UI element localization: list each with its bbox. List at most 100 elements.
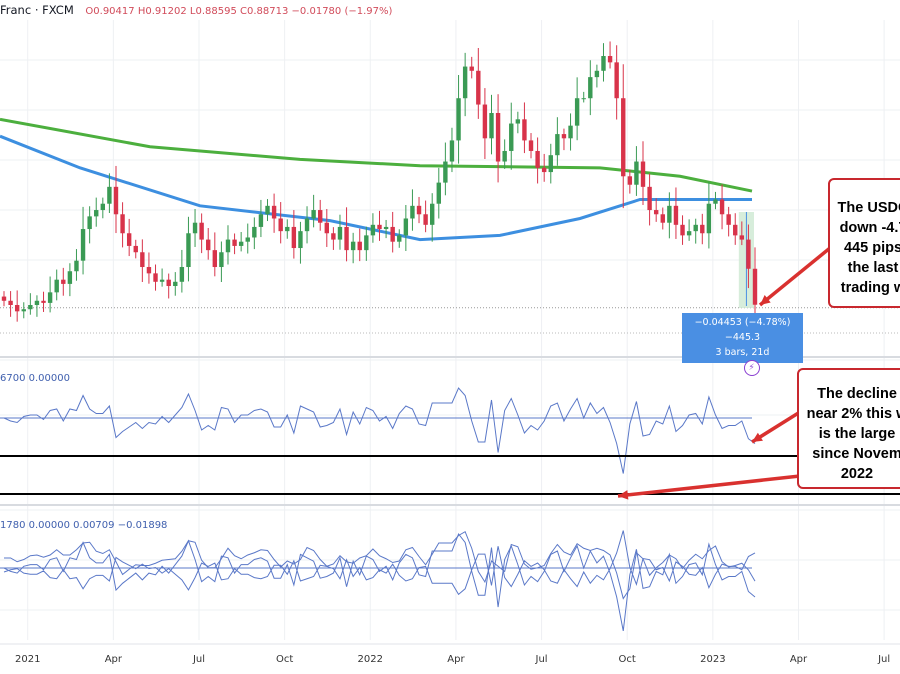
candle-body xyxy=(159,279,165,282)
candle-body xyxy=(47,292,53,303)
candle-body xyxy=(502,150,507,162)
candle-body xyxy=(238,241,244,246)
panel1-title: 6700 0.00000 xyxy=(0,373,70,384)
candle-body xyxy=(495,112,501,162)
candle-body xyxy=(430,203,435,225)
annotation-arrow-november xyxy=(617,474,801,498)
candle-body xyxy=(489,112,494,139)
candle-body xyxy=(522,119,527,141)
panel2-line-a xyxy=(3,532,756,631)
x-tick-label: 2023 xyxy=(700,654,725,665)
candle-body xyxy=(133,245,138,253)
open-value: O0.90417 xyxy=(85,6,135,17)
candle-body xyxy=(555,134,560,156)
candle-body xyxy=(245,237,250,242)
candle-body xyxy=(291,226,297,249)
candle-body xyxy=(410,205,415,219)
measure-change: −0.04453 (−4.78%) −445.3 xyxy=(694,317,791,343)
candle-body xyxy=(80,229,86,261)
candle-body xyxy=(232,239,237,246)
candle-body xyxy=(357,241,362,251)
candle-body xyxy=(390,226,395,242)
ma-short-line xyxy=(0,134,752,242)
lightning-icon[interactable]: ⚡ xyxy=(743,360,760,376)
candle-body xyxy=(324,222,329,234)
candle-body xyxy=(364,235,369,251)
x-tick-label: Oct xyxy=(619,654,636,665)
x-tick-label: 2022 xyxy=(358,654,383,665)
candle-body xyxy=(719,199,725,215)
candle-body xyxy=(94,210,99,217)
candle-body xyxy=(120,214,125,234)
candle-body xyxy=(370,224,376,236)
candle-body xyxy=(21,309,26,312)
candle-body xyxy=(614,62,619,99)
candle-body xyxy=(700,224,705,234)
candle-body xyxy=(173,281,178,287)
candle-body xyxy=(1,296,7,301)
candle-body xyxy=(179,267,185,282)
x-tick-label: Apr xyxy=(105,654,123,665)
candle-body xyxy=(752,268,758,305)
candle-body xyxy=(67,271,73,284)
candle-body xyxy=(733,224,738,236)
candle-body xyxy=(252,226,257,238)
candle-body xyxy=(107,186,112,204)
candle-body xyxy=(476,70,481,105)
candle-body xyxy=(350,241,356,251)
candle-body xyxy=(397,235,402,242)
candle-body xyxy=(647,186,652,211)
candle-body xyxy=(686,231,692,236)
panel2-line-c xyxy=(3,530,756,596)
candle-body xyxy=(482,104,488,139)
candle-body xyxy=(456,98,461,141)
candle-body xyxy=(469,66,474,71)
candle-body xyxy=(74,260,79,272)
candle-body xyxy=(588,77,593,99)
change-value: −0.01780 (−1.97%) xyxy=(291,6,393,17)
symbol-name[interactable]: Franc · FXCM xyxy=(0,3,74,17)
candle-body xyxy=(14,305,20,312)
candle-body xyxy=(192,222,198,234)
candle-body xyxy=(140,252,145,268)
candle-body xyxy=(535,150,540,168)
candle-body xyxy=(601,56,606,71)
candle-body xyxy=(509,123,514,151)
x-tick-label: Apr xyxy=(447,654,465,665)
candle-body xyxy=(621,98,626,177)
candle-body xyxy=(166,279,171,287)
candle-body xyxy=(640,161,646,187)
close-value: C0.88713 xyxy=(240,6,289,17)
candle-body xyxy=(515,119,521,124)
candle-body xyxy=(186,233,191,268)
candle-body xyxy=(258,214,264,227)
candle-body xyxy=(436,182,441,204)
candle-body xyxy=(146,267,152,274)
candle-body xyxy=(561,134,567,139)
candle-body xyxy=(153,273,158,282)
candle-body xyxy=(667,205,672,223)
candle-body xyxy=(568,125,573,139)
candle-body xyxy=(416,205,422,215)
candle-body xyxy=(713,199,718,204)
candle-body xyxy=(693,224,698,232)
candle-body xyxy=(331,233,336,240)
candle-body xyxy=(265,205,270,215)
candle-body xyxy=(225,239,231,253)
candle-body xyxy=(383,226,389,230)
candle-body xyxy=(706,203,712,234)
candle-body xyxy=(8,300,13,305)
ma-long-line xyxy=(0,117,753,193)
measure-tooltip: −0.04453 (−4.78%) −445.3 3 bars, 21d Vol… xyxy=(682,313,803,376)
candle-body xyxy=(113,186,119,215)
x-tick-label: Apr xyxy=(790,654,808,665)
candle-body xyxy=(607,56,613,63)
candle-body xyxy=(548,155,553,173)
candle-body xyxy=(278,218,283,232)
candle-body xyxy=(41,300,46,303)
candle-body xyxy=(594,70,600,78)
candle-body xyxy=(726,214,731,225)
candle-body xyxy=(403,218,409,236)
candle-body xyxy=(541,167,547,173)
